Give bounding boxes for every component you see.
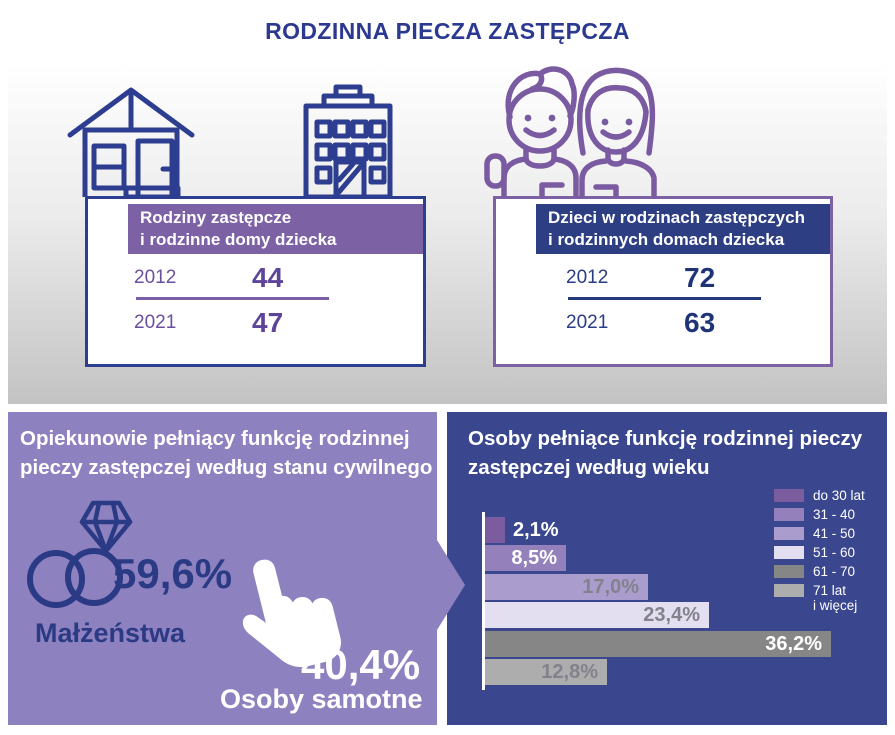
foster-families-card: Rodziny zastępcze i rodzinne domy dzieck… <box>85 196 426 367</box>
legend-label: 61 - 70 <box>813 564 856 579</box>
bar-chart: 2,1% 8,5% 17,0% 23,4% 36,2% 12,8% <box>485 517 831 687</box>
chart-legend: do 30 lat 31 - 40 41 - 50 51 - 60 61 - 7… <box>774 488 865 613</box>
year-value: 63 <box>684 306 716 338</box>
bar-71-plus: 12,8% <box>485 658 607 685</box>
bar-value-label: 8,5% <box>511 547 557 570</box>
legend-item: 31 - 40 <box>774 507 865 522</box>
bar-31-40: 8,5% <box>485 545 566 572</box>
stat-row: 2021 63 <box>566 306 801 339</box>
bar-61-70: 36,2% <box>485 630 831 657</box>
year-label: 2021 <box>566 311 609 333</box>
year-value: 47 <box>252 306 284 338</box>
legend-item: 71 lat i więcej <box>774 583 865 613</box>
divider <box>136 297 329 300</box>
year-label: 2012 <box>134 266 177 288</box>
pointing-hand-icon <box>242 559 341 668</box>
marital-status-panel: Opiekunowie pełniący funkcję rodzinnej p… <box>8 412 465 725</box>
legend-swatch <box>774 489 804 502</box>
legend-swatch <box>774 546 804 559</box>
age-panel: Osoby pełniące funkcję rodzinnej pieczy … <box>447 412 887 725</box>
legend-item: do 30 lat <box>774 488 865 503</box>
bar-41-50: 17,0% <box>485 573 648 600</box>
legend-label: do 30 lat <box>813 488 865 503</box>
year-label: 2012 <box>566 266 609 288</box>
bar-value-label: 36,2% <box>765 632 822 655</box>
right-arrow <box>437 540 465 630</box>
married-label: Małżeństwa <box>35 618 186 648</box>
bar-value-label: 23,4% <box>643 604 700 627</box>
single-percentage: 40,4% <box>301 641 421 688</box>
legend-swatch <box>774 508 804 521</box>
legend-item: 51 - 60 <box>774 545 865 560</box>
title-line: zastępczej według wieku <box>468 456 710 480</box>
title-line: pieczy zastępczej według stanu cywilnego <box>20 456 433 480</box>
foster-children-card-header: Dzieci w rodzinach zastępczych i rodzinn… <box>536 204 830 254</box>
legend-swatch <box>774 527 804 540</box>
year-value: 44 <box>252 261 284 293</box>
bar-value-label: 2,1% <box>513 519 559 541</box>
header-line: i rodzinnych domach dziecka <box>548 230 785 249</box>
stat-row: 2021 47 <box>134 306 369 339</box>
year-label: 2021 <box>134 311 177 333</box>
year-value: 72 <box>684 261 716 293</box>
single-label: Osoby samotne <box>220 684 423 714</box>
age-panel-title: Osoby pełniące funkcję rodzinnej pieczy … <box>468 424 862 482</box>
title-line: Osoby pełniące funkcję rodzinnej pieczy <box>468 427 863 450</box>
building-icon <box>303 84 393 197</box>
marital-panel-title: Opiekunowie pełniący funkcję rodzinnej p… <box>20 424 432 482</box>
header-line: Rodziny zastępcze <box>140 207 292 227</box>
bar-value-label: 12,8% <box>541 660 598 683</box>
title-line: Opiekunowie pełniący funkcję rodzinnej <box>20 427 410 450</box>
legend-item: 61 - 70 <box>774 564 865 579</box>
house-icon <box>67 87 195 197</box>
couple-icon <box>484 66 657 198</box>
wedding-rings-icon <box>27 500 133 608</box>
legend-label: 41 - 50 <box>813 526 856 541</box>
foster-children-card: Dzieci w rodzinach zastępczych i rodzinn… <box>493 196 833 367</box>
stat-row: 2012 44 <box>134 261 369 294</box>
bar-do-30-lat: 2,1% <box>485 517 559 543</box>
married-percentage: 59,6% <box>113 550 233 597</box>
bar-51-60: 23,4% <box>485 602 709 629</box>
legend-label: 31 - 40 <box>813 507 856 522</box>
header-line: Dzieci w rodzinach zastępczych <box>548 207 805 227</box>
divider <box>568 297 761 300</box>
stat-rows: 2012 44 2021 47 <box>134 261 369 339</box>
stat-row: 2012 72 <box>566 261 801 294</box>
page-title: RODZINNA PIECZA ZASTĘPCZA <box>265 18 630 44</box>
legend-swatch <box>774 565 804 578</box>
stat-rows: 2012 72 2021 63 <box>566 261 801 339</box>
bar-value-label: 17,0% <box>582 575 639 598</box>
legend-label: 51 - 60 <box>813 545 856 560</box>
legend-item: 41 - 50 <box>774 526 865 541</box>
chart-axis <box>482 512 485 690</box>
header-line: i rodzinne domy dziecka <box>140 230 337 249</box>
legend-label: 71 lat i więcej <box>813 583 858 613</box>
legend-swatch <box>774 584 804 597</box>
foster-families-card-header: Rodziny zastępcze i rodzinne domy dzieck… <box>128 204 423 254</box>
